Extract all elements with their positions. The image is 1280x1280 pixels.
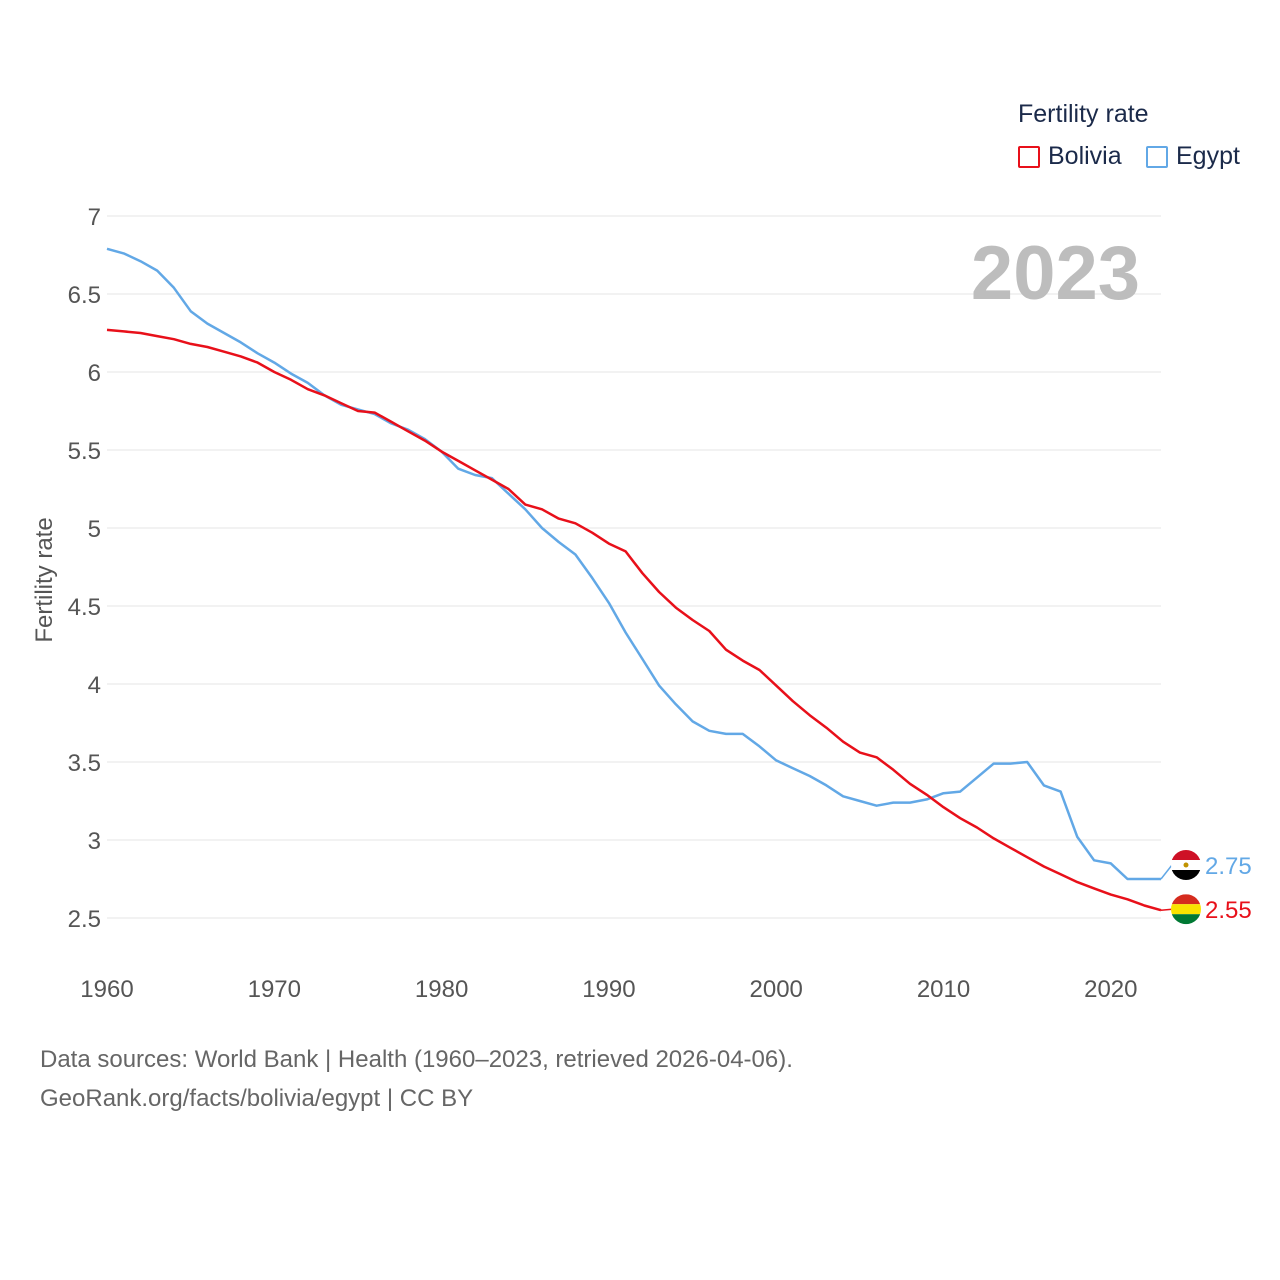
y-tick-label: 4.5 bbox=[68, 594, 101, 621]
y-tick-label: 6 bbox=[88, 360, 101, 387]
legend-swatch-egypt bbox=[1146, 145, 1168, 168]
legend-item-egypt[interactable]: Egypt bbox=[1146, 142, 1240, 171]
x-tick-label: 2020 bbox=[1084, 976, 1137, 1003]
x-axis-ticks: 1960 1970 1980 1990 2000 2010 2020 bbox=[80, 976, 1137, 1003]
end-markers: 2.55 2.75 bbox=[1160, 850, 1252, 925]
legend-label-bolivia: Bolivia bbox=[1048, 142, 1122, 170]
bolivia-flag-icon bbox=[1171, 894, 1201, 925]
legend-label-egypt: Egypt bbox=[1176, 142, 1240, 170]
y-tick-label: 7 bbox=[88, 204, 101, 231]
legend-item-bolivia[interactable]: Bolivia bbox=[1018, 142, 1122, 171]
y-tick-label: 5 bbox=[88, 516, 101, 543]
legend-title: Fertility rate bbox=[1018, 100, 1149, 128]
y-tick-label: 2.5 bbox=[68, 906, 101, 933]
series-line-bolivia bbox=[106, 328, 1162, 912]
series-lines bbox=[106, 247, 1162, 912]
connector-egypt bbox=[1160, 864, 1173, 880]
y-tick-label: 4 bbox=[88, 672, 101, 699]
end-value-label-egypt: 2.75 bbox=[1205, 853, 1252, 880]
y-tick-label: 3 bbox=[88, 828, 101, 855]
end-value-label-bolivia: 2.55 bbox=[1205, 897, 1252, 924]
grid-lines bbox=[107, 215, 1161, 919]
x-tick-label: 2010 bbox=[917, 976, 970, 1003]
y-tick-label: 3.5 bbox=[68, 750, 101, 777]
source-line-1: Data sources: World Bank | Health (1960–… bbox=[40, 1046, 793, 1073]
source-line-2: GeoRank.org/facts/bolivia/egypt | CC BY bbox=[40, 1085, 474, 1112]
y-axis-ticks: 2.5 3 3.5 4 4.5 5 5.5 6 6.5 7 bbox=[68, 204, 101, 933]
y-tick-label: 5.5 bbox=[68, 438, 101, 465]
series-line-egypt bbox=[106, 247, 1161, 881]
connector-bolivia bbox=[1160, 908, 1173, 911]
y-tick-label: 6.5 bbox=[68, 282, 101, 309]
x-tick-label: 1990 bbox=[582, 976, 635, 1003]
x-tick-label: 1970 bbox=[248, 976, 301, 1003]
y-axis-label: Fertility rate bbox=[31, 517, 58, 642]
x-tick-label: 1980 bbox=[415, 976, 468, 1003]
x-tick-label: 2000 bbox=[750, 976, 803, 1003]
egypt-flag-icon bbox=[1171, 850, 1201, 880]
legend-swatch-bolivia bbox=[1018, 145, 1040, 168]
x-tick-label: 1960 bbox=[80, 976, 133, 1003]
year-display: 2023 bbox=[971, 231, 1140, 316]
